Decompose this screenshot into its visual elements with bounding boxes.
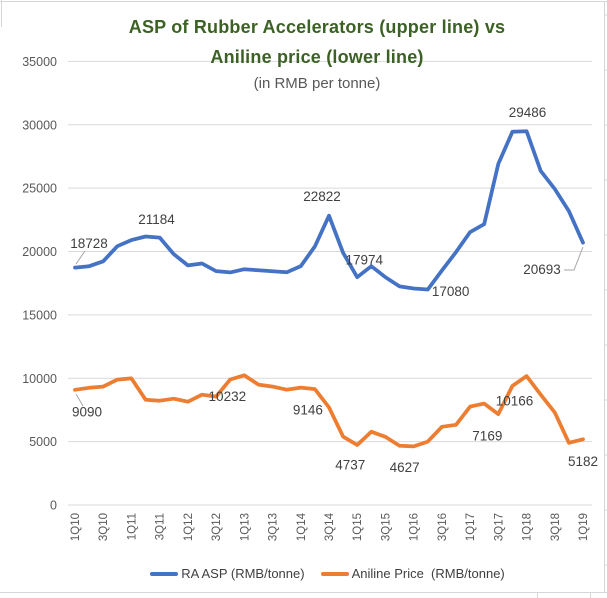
data-label: 10232 <box>209 389 247 404</box>
y-axis-label: 10000 <box>22 372 57 386</box>
data-label: 9146 <box>293 403 323 418</box>
data-label: 9090 <box>72 404 102 419</box>
y-axis-label: 15000 <box>22 308 57 322</box>
x-axis-label: 3Q18 <box>550 513 562 541</box>
x-axis-label: 1Q16 <box>409 513 421 541</box>
legend-item-aniline: Aniline Price (RMB/tonne) <box>320 566 505 581</box>
y-axis-label: 5000 <box>29 435 57 449</box>
label-leader-line <box>75 250 86 265</box>
y-axis-label: 35000 <box>22 55 57 69</box>
x-axis-label: 1Q14 <box>296 512 308 541</box>
y-axis-label: 20000 <box>22 245 57 259</box>
x-axis-label: 1Q13 <box>239 513 251 541</box>
y-axis-label: 25000 <box>22 182 57 196</box>
legend-swatch-ra-asp-icon <box>150 571 179 576</box>
x-axis-label: 1Q15 <box>352 513 364 541</box>
data-label: 17080 <box>432 284 470 299</box>
data-label: 4737 <box>335 457 365 472</box>
x-axis-label: 3Q10 <box>98 513 110 541</box>
x-axis-label: 3Q14 <box>324 512 336 541</box>
x-axis-label: 1Q18 <box>522 513 534 541</box>
x-axis-label: 3Q17 <box>493 513 505 541</box>
chart-legend: RA ASP (RMB/tonne) Aniline Price (RMB/to… <box>48 566 607 581</box>
y-axis-label: 30000 <box>22 118 57 132</box>
data-label: 18728 <box>70 236 108 251</box>
label-leader-line <box>75 393 84 407</box>
x-axis-label: 3Q11 <box>155 513 167 540</box>
x-axis-label: 1Q11 <box>126 513 138 540</box>
data-label: 7169 <box>472 429 502 444</box>
data-label: 20693 <box>523 262 561 277</box>
data-label: 21184 <box>138 212 175 227</box>
legend-swatch-aniline-icon <box>320 571 349 576</box>
x-axis-label: 1Q19 <box>578 513 590 541</box>
data-label: 4627 <box>390 460 420 475</box>
series-line-ra-asp <box>73 129 585 292</box>
x-axis-label: 1Q17 <box>465 513 477 541</box>
x-axis-label: 3Q15 <box>380 513 392 541</box>
legend-label-aniline: Aniline Price (RMB/tonne) <box>351 566 505 581</box>
y-axis-label: 0 <box>50 499 57 513</box>
x-axis-label: 3Q16 <box>437 513 449 541</box>
x-axis-label: 3Q12 <box>211 513 223 541</box>
data-label: 29486 <box>509 105 547 120</box>
x-axis-label: 3Q13 <box>268 513 280 541</box>
legend-item-ra-asp: RA ASP (RMB/tonne) <box>150 566 305 581</box>
series-line-aniline <box>73 373 585 449</box>
data-label: 5182 <box>568 454 598 469</box>
data-label: 22822 <box>303 189 341 204</box>
x-axis-label: 1Q12 <box>183 513 195 541</box>
data-label: 10166 <box>496 394 534 409</box>
label-leader-line <box>564 246 584 271</box>
x-axis-label: 1Q10 <box>70 513 82 541</box>
legend-label-ra-asp: RA ASP (RMB/tonne) <box>181 566 305 581</box>
data-label: 17974 <box>345 253 383 268</box>
